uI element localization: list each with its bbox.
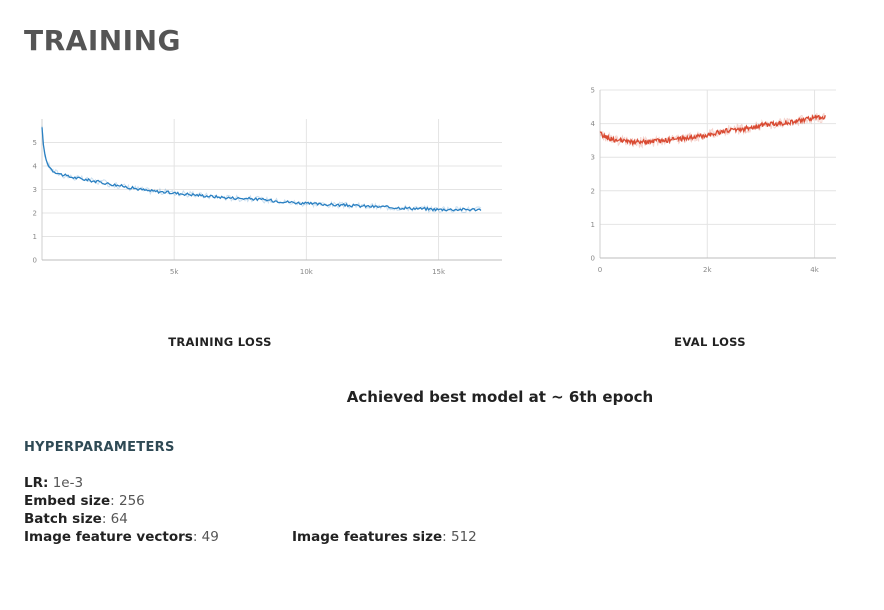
eval-loss-caption: EVAL LOSS (674, 335, 746, 349)
eval-loss-chart: 0 1 2 3 4 5 0 2k 4k (591, 87, 836, 274)
batch-size-value: : 64 (101, 511, 128, 527)
y-tick-label: 0 (33, 257, 37, 265)
batch-size-row: Batch size: 64 (24, 510, 128, 528)
y-tick-label: 5 (33, 139, 37, 147)
y-tick-label: 5 (591, 87, 595, 95)
image-features-size-value: : 512 (442, 529, 477, 545)
training-loss-caption: TRAINING LOSS (168, 335, 272, 349)
x-tick-label: 5k (170, 268, 179, 276)
y-tick-label: 4 (591, 120, 596, 128)
y-tick-label: 2 (33, 210, 37, 218)
y-tick-label: 0 (591, 255, 595, 263)
y-tick-label: 3 (33, 186, 37, 194)
image-features-size-row: Image features size: 512 (292, 528, 477, 546)
y-tick-label: 4 (33, 163, 38, 171)
embed-size-value: : 256 (110, 493, 145, 509)
embed-size-label: Embed size (24, 493, 111, 509)
best-model-note: Achieved best model at ~ 6th epoch (346, 388, 654, 406)
series-line (600, 113, 826, 147)
embed-size-row: Embed size: 256 (24, 492, 145, 510)
x-tick-label: 4k (810, 266, 819, 274)
y-tick-label: 1 (33, 233, 37, 241)
training-loss-chart: 0 1 2 3 4 5 5k 10k 15k (33, 119, 502, 276)
image-feature-vectors-value: : 49 (192, 529, 219, 545)
lr-value: 1e-3 (52, 475, 84, 491)
lr-label: LR: (24, 475, 49, 491)
page-title: TRAINING (24, 24, 182, 57)
y-tick-label: 2 (591, 187, 595, 195)
batch-size-label: Batch size (24, 511, 102, 527)
x-tick-label: 15k (432, 268, 446, 276)
x-tick-label: 2k (703, 266, 712, 274)
image-feature-vectors-row: Image feature vectors: 49 (24, 528, 219, 546)
hyperparameters-heading: HYPERPARAMETERS (24, 440, 175, 455)
x-tick-label: 10k (300, 268, 314, 276)
image-feature-vectors-label: Image feature vectors (24, 529, 193, 545)
lr-row: LR: 1e-3 (24, 474, 83, 492)
series-line (41, 127, 482, 212)
x-tick-label: 0 (598, 266, 602, 274)
y-tick-label: 1 (591, 221, 595, 229)
y-tick-label: 3 (591, 154, 595, 162)
image-features-size-label: Image features size (292, 529, 443, 545)
